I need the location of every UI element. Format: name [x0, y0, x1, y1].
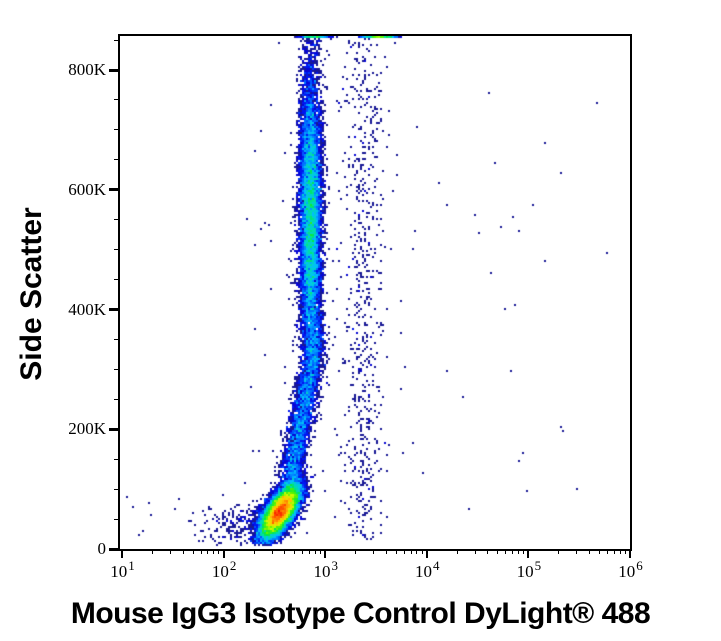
x-tick-label: 104 [415, 558, 440, 581]
x-axis-title: Mouse IgG3 Isotype Control DyLight® 488 [70, 597, 651, 630]
x-minor-tick [421, 549, 423, 554]
x-minor-tick [558, 549, 560, 554]
x-minor-tick [373, 549, 375, 554]
x-minor-tick [619, 549, 621, 554]
y-tick-label: 600K [68, 179, 106, 199]
y-minor-tick [114, 39, 120, 41]
x-major-tick [324, 549, 327, 558]
x-major-tick [425, 549, 428, 558]
density-scatter-canvas [120, 36, 630, 549]
x-minor-tick [403, 549, 405, 554]
x-tick-label: 106 [618, 558, 643, 581]
y-minor-tick [114, 279, 120, 281]
x-minor-tick [253, 549, 255, 554]
x-minor-tick [320, 549, 322, 554]
y-tick-label: 0 [97, 539, 107, 558]
x-minor-tick [213, 549, 215, 554]
x-minor-tick [152, 549, 154, 554]
y-major-tick [109, 547, 120, 551]
x-minor-tick [271, 549, 273, 554]
y-major-tick [109, 68, 120, 72]
x-minor-tick [302, 549, 304, 554]
x-tick-label: 101 [110, 558, 135, 581]
x-major-tick [222, 549, 225, 558]
x-minor-tick [294, 549, 296, 554]
x-minor-tick [598, 549, 600, 554]
y-tick-label: 800K [68, 60, 106, 79]
x-minor-tick [169, 549, 171, 554]
x-minor-tick [308, 549, 310, 554]
x-minor-tick [218, 549, 220, 554]
x-major-tick [629, 549, 631, 558]
x-tick-label: 102 [211, 558, 237, 581]
x-minor-tick [624, 549, 626, 554]
x-minor-tick [518, 549, 520, 554]
plot-area [118, 34, 632, 551]
x-tick-label: 105 [516, 558, 542, 581]
x-minor-tick [576, 549, 578, 554]
y-tick-label: 200K [68, 419, 106, 439]
x-minor-tick [487, 549, 489, 554]
y-minor-tick [114, 398, 120, 400]
x-minor-tick [200, 549, 202, 554]
y-minor-tick [114, 338, 120, 340]
y-axis-title: Side Scatter [15, 207, 48, 381]
x-minor-tick [589, 549, 591, 554]
x-minor-tick [512, 549, 514, 554]
x-minor-tick [456, 549, 458, 554]
y-minor-tick [114, 458, 120, 460]
y-minor-tick [114, 129, 120, 131]
x-minor-tick [416, 549, 418, 554]
y-minor-tick [114, 99, 120, 101]
x-minor-tick [355, 549, 357, 554]
x-major-tick [527, 549, 530, 558]
y-minor-tick [114, 518, 120, 520]
y-minor-tick [114, 488, 120, 490]
x-minor-tick [207, 549, 209, 554]
x-minor-tick [385, 549, 387, 554]
y-major-tick [109, 308, 120, 311]
x-minor-tick [395, 549, 397, 554]
y-major-tick [109, 427, 120, 431]
y-minor-tick [114, 368, 120, 370]
x-minor-tick [613, 549, 615, 554]
x-minor-tick [314, 549, 316, 554]
x-minor-tick [192, 549, 194, 554]
x-minor-tick [182, 549, 184, 554]
x-minor-tick [497, 549, 499, 554]
y-minor-tick [114, 219, 120, 221]
y-minor-tick [114, 159, 120, 161]
x-minor-tick [410, 549, 412, 554]
x-minor-tick [606, 549, 608, 554]
y-minor-tick [114, 249, 120, 251]
x-major-tick [121, 549, 123, 558]
x-tick-label: 103 [313, 558, 338, 581]
y-tick-label: 400K [68, 299, 106, 319]
y-major-tick [109, 188, 120, 192]
x-minor-tick [523, 549, 525, 554]
x-minor-tick [284, 549, 286, 554]
x-minor-tick [474, 549, 476, 554]
x-minor-tick [505, 549, 507, 554]
